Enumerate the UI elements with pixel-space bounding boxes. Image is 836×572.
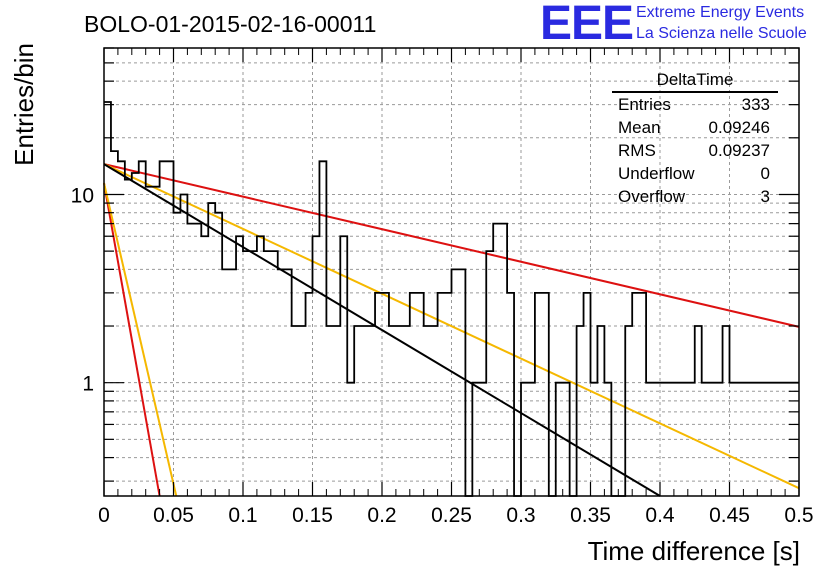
stats-label: Entries	[618, 95, 671, 114]
x-tick-label: 0.45	[709, 504, 750, 527]
y-tick-label: 10	[71, 184, 94, 207]
stats-row-mean: Mean 0.09246	[612, 116, 778, 139]
stats-value: 0	[760, 164, 770, 183]
x-tick-label: 0.4	[645, 504, 675, 527]
stats-row-rms: RMS 0.09237	[612, 139, 778, 162]
x-tick-label: 0.2	[367, 504, 396, 527]
stats-label: Overflow	[618, 187, 686, 206]
logo-line-1: Extreme Energy Events	[636, 4, 805, 21]
histogram-series	[104, 101, 799, 497]
chart-title: BOLO-01-2015-02-16-00011	[84, 11, 376, 37]
fit-line	[103, 163, 800, 490]
y-tick-label: 1	[82, 373, 94, 396]
x-tick-label: 0.25	[431, 504, 472, 527]
fit-line	[103, 182, 161, 497]
stats-label: RMS	[618, 141, 656, 160]
x-tick-label: 0.05	[153, 504, 194, 527]
stats-value: 3	[760, 187, 770, 206]
x-tick-label: 0.35	[570, 504, 611, 527]
fit-line	[103, 163, 800, 328]
logo-line-2: La Scienza nelle Scuole	[636, 25, 807, 42]
stats-value: 333	[741, 95, 770, 114]
axis-tick-labels: 0 0.05 0.1 0.15 0.2 0.25 0.3 0.35 0.4 0.45 0.5 1 10	[71, 184, 814, 527]
stats-row-underflow: Underflow 0	[612, 162, 778, 185]
histogram-outline	[104, 101, 799, 497]
axis-ticks	[103, 47, 800, 496]
x-axis-label: Time difference [s]	[588, 536, 800, 566]
x-tick-label: 0.5	[784, 504, 813, 527]
x-tick-label: 0.1	[228, 504, 257, 527]
stats-value: 0.09237	[708, 141, 770, 160]
x-tick-label: 0	[98, 504, 110, 527]
stats-label: Underflow	[618, 164, 695, 183]
eee-logo-mark: EEE	[540, 0, 634, 50]
stats-row-entries: Entries 333	[612, 93, 778, 116]
y-axis-label: Entries/bin	[9, 43, 39, 166]
stats-label: Mean	[618, 118, 661, 137]
stats-row-overflow: Overflow 3	[612, 185, 778, 208]
x-tick-label: 0.3	[506, 504, 535, 527]
x-tick-label: 0.15	[292, 504, 333, 527]
stats-title: DeltaTime	[612, 70, 778, 93]
fit-line	[103, 163, 661, 497]
fit-line	[103, 182, 178, 497]
stats-value: 0.09246	[708, 118, 770, 137]
fit-curves	[103, 163, 800, 497]
stats-box: DeltaTime Entries 333 Mean 0.09246 RMS 0…	[612, 70, 778, 208]
